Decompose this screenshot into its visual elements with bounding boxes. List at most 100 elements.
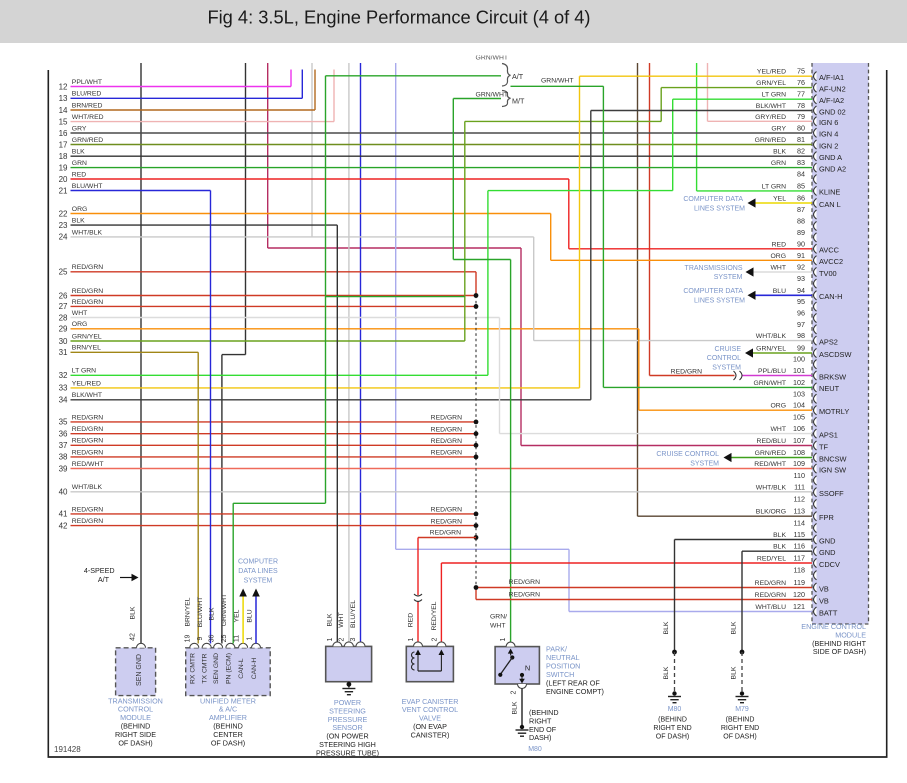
- svg-text:91: 91: [797, 251, 805, 260]
- svg-text:BRN/YEL: BRN/YEL: [185, 597, 192, 626]
- svg-text:TX CMTR: TX CMTR: [202, 653, 209, 683]
- svg-text:GRY: GRY: [771, 125, 786, 132]
- svg-text:RED/GRN: RED/GRN: [72, 299, 103, 306]
- svg-text:APS1: APS1: [819, 430, 838, 439]
- svg-text:ORG: ORG: [771, 403, 786, 410]
- svg-text:1: 1: [327, 637, 334, 641]
- svg-text:3: 3: [350, 637, 357, 641]
- svg-text:OF DASH): OF DASH): [723, 733, 756, 740]
- svg-text:80: 80: [797, 123, 805, 132]
- svg-text:104: 104: [793, 401, 805, 410]
- svg-text:BLK: BLK: [512, 701, 519, 714]
- svg-text:BLK: BLK: [731, 666, 738, 679]
- svg-text:39: 39: [59, 464, 68, 473]
- svg-text:14: 14: [59, 106, 68, 115]
- svg-text:TRANSMISSIONS: TRANSMISSIONS: [685, 265, 743, 272]
- svg-text:NEUT: NEUT: [819, 384, 840, 393]
- svg-text:GRY: GRY: [72, 125, 87, 132]
- svg-text:BRKSW: BRKSW: [819, 372, 846, 381]
- svg-text:RED/YEL: RED/YEL: [757, 556, 786, 563]
- svg-text:121: 121: [793, 602, 805, 611]
- svg-text:ORG: ORG: [72, 321, 87, 328]
- svg-text:79: 79: [797, 112, 805, 121]
- svg-text:& A/C: & A/C: [219, 705, 237, 714]
- svg-text:BLK: BLK: [773, 544, 786, 551]
- svg-text:(BEHIND: (BEHIND: [121, 722, 151, 731]
- svg-text:GRN/YEL: GRN/YEL: [756, 80, 786, 87]
- svg-text:OF DASH): OF DASH): [211, 738, 245, 747]
- svg-text:SENSOR: SENSOR: [332, 723, 362, 732]
- svg-text:STEERING: STEERING: [329, 706, 366, 715]
- svg-text:OF DASH): OF DASH): [656, 733, 689, 740]
- svg-text:RED/GRN: RED/GRN: [431, 415, 462, 422]
- svg-text:GRN/YEL: GRN/YEL: [756, 346, 786, 353]
- svg-text:101: 101: [793, 366, 805, 375]
- svg-text:AMPLIFIER: AMPLIFIER: [209, 713, 247, 722]
- svg-text:107: 107: [793, 436, 805, 445]
- svg-text:38: 38: [59, 453, 68, 462]
- svg-text:WHT/RED: WHT/RED: [72, 114, 104, 121]
- svg-text:1: 1: [500, 637, 507, 641]
- svg-text:GRN/: GRN/: [490, 614, 507, 621]
- svg-text:BLK: BLK: [72, 218, 85, 225]
- svg-text:SEN GND: SEN GND: [136, 654, 143, 686]
- svg-text:GRN/WHT: GRN/WHT: [476, 55, 508, 62]
- svg-text:97: 97: [797, 320, 805, 329]
- svg-text:RED/GRN: RED/GRN: [72, 449, 103, 456]
- svg-text:(LEFT REAR OF: (LEFT REAR OF: [546, 678, 600, 687]
- svg-text:WHT/BLK: WHT/BLK: [72, 229, 103, 236]
- svg-text:IGN 2: IGN 2: [819, 141, 838, 150]
- svg-text:31: 31: [59, 348, 68, 357]
- svg-text:RED/GRN: RED/GRN: [72, 288, 103, 295]
- svg-text:98: 98: [797, 331, 805, 340]
- svg-text:RED/GRN: RED/GRN: [431, 427, 462, 434]
- svg-text:OF DASH): OF DASH): [118, 738, 152, 747]
- svg-text:RED/GRN: RED/GRN: [431, 507, 462, 514]
- svg-text:PPL/WHT: PPL/WHT: [72, 79, 102, 86]
- svg-text:RED/GRN: RED/GRN: [671, 368, 702, 375]
- svg-text:RED/GRN: RED/GRN: [509, 579, 540, 586]
- svg-text:CRUISE CONTROL: CRUISE CONTROL: [656, 451, 719, 458]
- svg-text:88: 88: [797, 217, 805, 226]
- svg-text:RED/GRN: RED/GRN: [430, 530, 461, 537]
- svg-text:LINES SYSTEM: LINES SYSTEM: [694, 206, 745, 213]
- svg-text:(ON EVAP: (ON EVAP: [413, 722, 447, 731]
- svg-text:RX CMTR: RX CMTR: [189, 653, 196, 684]
- svg-text:RED/GRN: RED/GRN: [509, 591, 540, 598]
- svg-text:100: 100: [793, 355, 805, 364]
- svg-text:35: 35: [59, 418, 68, 427]
- svg-text:42: 42: [130, 633, 137, 641]
- svg-text:75: 75: [797, 67, 805, 76]
- svg-text:1: 1: [246, 636, 253, 640]
- svg-text:(BEHIND: (BEHIND: [213, 722, 243, 731]
- svg-text:YEL/RED: YEL/RED: [757, 69, 786, 76]
- svg-text:BLK/WHT: BLK/WHT: [72, 392, 102, 399]
- svg-text:TV00: TV00: [819, 269, 837, 278]
- svg-text:BLK/ORG: BLK/ORG: [756, 509, 786, 516]
- svg-text:LT GRN: LT GRN: [72, 368, 96, 375]
- svg-text:115: 115: [794, 530, 805, 539]
- svg-text:84: 84: [797, 170, 805, 179]
- svg-text:NEUTRAL: NEUTRAL: [546, 653, 580, 662]
- svg-text:BATT: BATT: [819, 608, 838, 617]
- svg-text:M79: M79: [735, 706, 749, 713]
- svg-text:YEL/RED: YEL/RED: [72, 380, 101, 387]
- svg-text:GRN/RED: GRN/RED: [72, 137, 103, 144]
- svg-text:25: 25: [59, 268, 68, 277]
- svg-text:GRN: GRN: [771, 160, 786, 167]
- svg-text:SIDE OF DASH): SIDE OF DASH): [813, 647, 866, 656]
- svg-text:A/F-IA1: A/F-IA1: [819, 73, 844, 82]
- svg-text:BLU: BLU: [773, 288, 786, 295]
- svg-text:9: 9: [197, 636, 204, 640]
- svg-text:STEERING HIGH: STEERING HIGH: [319, 740, 376, 749]
- svg-text:(BEHIND: (BEHIND: [529, 708, 559, 717]
- svg-text:GRN/WHT: GRN/WHT: [541, 78, 573, 85]
- svg-text:UNIFIED METER: UNIFIED METER: [200, 696, 256, 705]
- svg-text:YEL: YEL: [773, 196, 786, 203]
- svg-text:ENGINE CONTROL: ENGINE CONTROL: [801, 622, 866, 631]
- svg-text:KLINE: KLINE: [819, 188, 840, 197]
- svg-text:2: 2: [511, 690, 518, 694]
- svg-text:(ON POWER: (ON POWER: [326, 732, 368, 741]
- svg-text:105: 105: [793, 412, 805, 421]
- svg-text:VB: VB: [819, 596, 829, 605]
